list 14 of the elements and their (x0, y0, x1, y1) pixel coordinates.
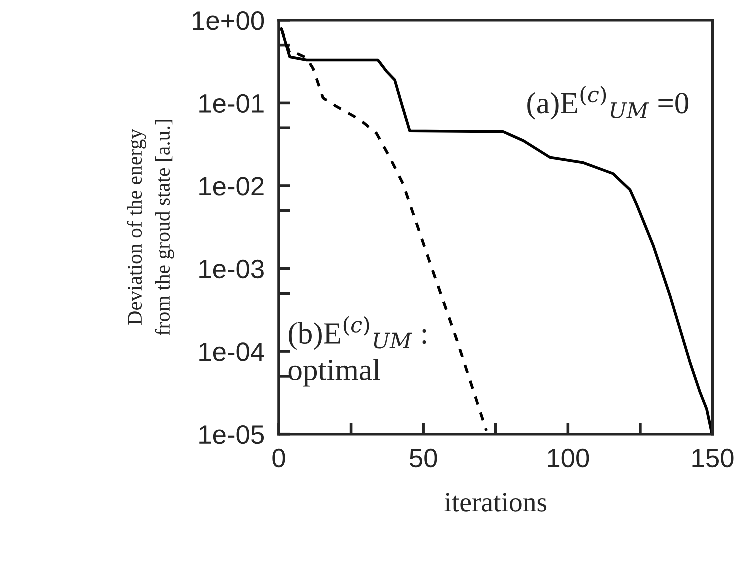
y-tick-label: 1e-01 (200, 94, 264, 114)
y-tick-label: 1e-04 (200, 342, 264, 362)
y-axis-title: Deviation of the energy from the groud state [a.u.] (127, 120, 174, 336)
x-tick-label: 0 (272, 448, 286, 468)
y-tick-label: 1e+00 (193, 12, 264, 30)
x-axis-title: iterations (444, 493, 547, 512)
x-tick-label: 150 (692, 448, 734, 468)
annotation: (a)E$^{(c)}$$_{UM}$ =0 (528, 86, 689, 120)
y-tick-label: 1e-05 (200, 425, 264, 444)
text: (b)E$^{(c)}$$_{UM}$ : optimal (288, 316, 426, 387)
y-tick-label: 1e-02 (200, 177, 264, 196)
x-tick-label: 50 (410, 448, 438, 468)
x-tick-label: 100 (548, 448, 590, 468)
y-tick-label: 1e-03 (200, 260, 264, 279)
